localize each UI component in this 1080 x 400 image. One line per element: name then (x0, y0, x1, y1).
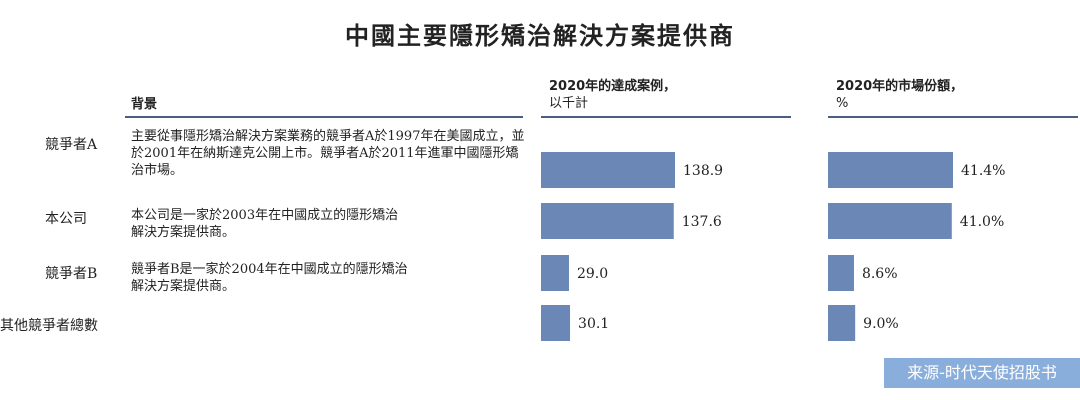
share-bar-competitor-b (828, 255, 854, 291)
cases-bar-company (541, 203, 674, 239)
background-header-rule (125, 116, 523, 118)
background-header: 背景 (131, 96, 157, 113)
source-badge: 来源-时代天使招股书 (884, 358, 1080, 388)
cases-header: 2020年的達成案例， 以千計 (549, 78, 676, 112)
background-header-label: 背景 (131, 97, 158, 112)
chart-title: 中國主要隱形矯治解決方案提供商 (345, 21, 735, 50)
share-value-label-company: 41.0% (960, 214, 1004, 230)
cases-value-label-company: 137.6 (682, 214, 722, 230)
share-bar-competitor-a (828, 152, 953, 188)
share-bar-company (828, 203, 952, 239)
share-header-line1: 2020年的市場份額， (836, 79, 964, 94)
cases-header-line1: 2020年的達成案例， (549, 79, 677, 94)
share-header: 2020年的市場份額， % (836, 78, 963, 112)
cases-bar-others (541, 305, 571, 341)
share-value-label-competitor-a: 41.4% (961, 163, 1005, 179)
cases-value-label-competitor-a: 138.9 (683, 163, 723, 179)
cases-bar-competitor-b (541, 255, 569, 291)
row-name-company: 本公司 (45, 211, 87, 227)
share-header-rule (828, 116, 1078, 118)
cases-header-line2: 以千計 (549, 96, 589, 111)
cases-bar-competitor-a (541, 152, 675, 188)
cases-header-rule (541, 116, 791, 118)
row-name-competitor-a: 競爭者A (45, 137, 98, 153)
row-name-others: 其他競爭者總數 (0, 318, 98, 334)
row-name-competitor-b: 競爭者B (45, 266, 98, 282)
cases-value-label-others: 30.1 (578, 316, 609, 332)
share-header-line2: % (836, 96, 849, 111)
row-description-competitor-a: 主要從事隱形矯治解決方案業務的競爭者A於1997年在美國成立，並於2001年在納… (131, 129, 525, 178)
share-value-label-competitor-b: 8.6% (862, 266, 898, 282)
cases-value-label-competitor-b: 29.0 (577, 266, 608, 282)
row-description-competitor-b: 競爭者B是一家於2004年在中國成立的隱形矯治解決方案提供商。 (131, 262, 408, 294)
share-bar-others (828, 305, 856, 341)
row-description-company: 本公司是一家於2003年在中國成立的隱形矯治解決方案提供商。 (131, 208, 399, 240)
share-value-label-others: 9.0% (863, 316, 899, 332)
